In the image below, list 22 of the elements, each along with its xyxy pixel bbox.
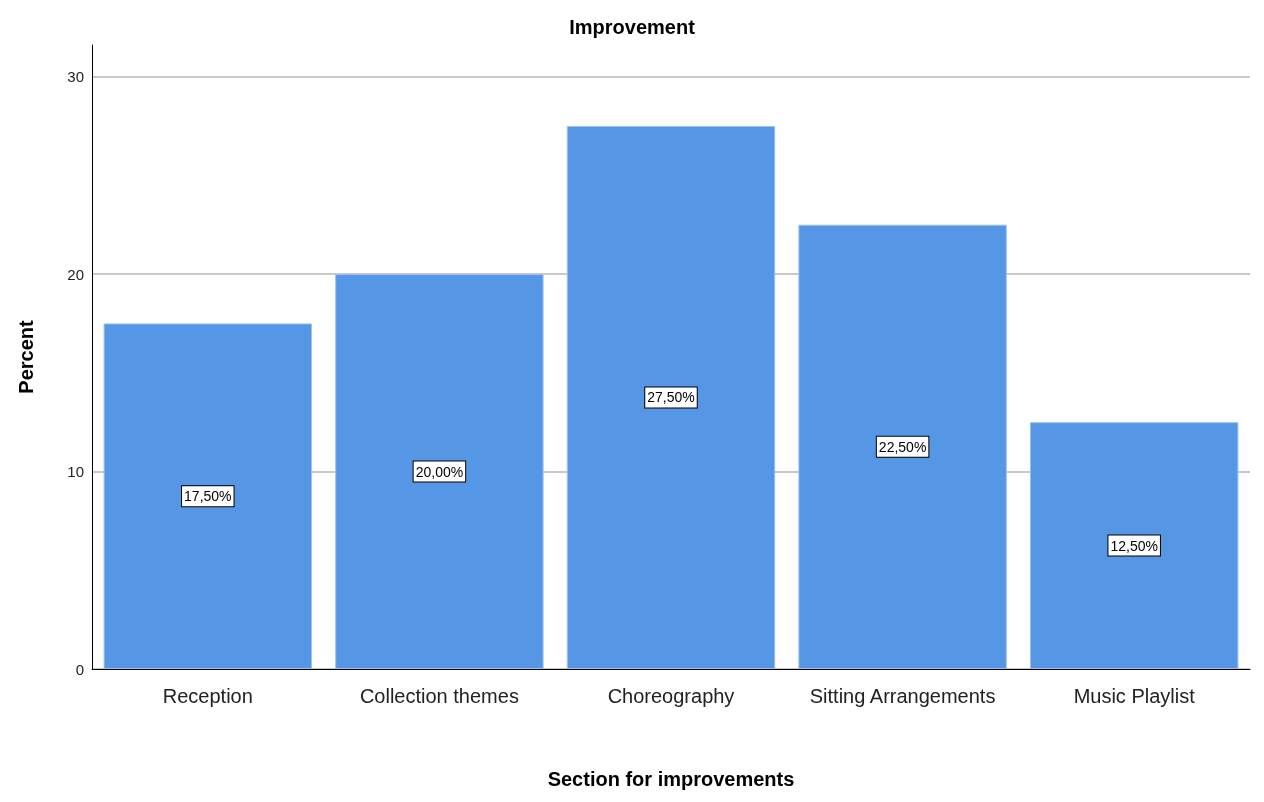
y-tick-label: 10 xyxy=(67,463,84,481)
y-axis-title: Percent xyxy=(15,319,37,394)
y-tick-label: 0 xyxy=(75,660,84,678)
bar xyxy=(335,274,544,669)
data-label: 20,00% xyxy=(415,463,464,480)
data-label: 17,50% xyxy=(184,488,232,505)
chart-title: Improvement xyxy=(569,16,696,38)
bar xyxy=(566,125,776,669)
x-tick-label: Collection themes xyxy=(359,685,519,707)
x-tick-label: Reception xyxy=(162,685,253,707)
x-tick-label: Sitting Arrangements xyxy=(809,685,996,707)
bar xyxy=(1029,422,1239,669)
data-label: 22,50% xyxy=(878,438,927,455)
bar xyxy=(798,224,1007,669)
x-tick-label: Music Playlist xyxy=(1073,685,1196,707)
data-label: 27,50% xyxy=(647,389,695,406)
y-tick-label: 30 xyxy=(67,68,84,86)
bar xyxy=(103,323,313,669)
x-tick-label: Choreography xyxy=(607,685,735,707)
data-label: 12,50% xyxy=(1110,537,1158,554)
x-axis-title: Section for improvements xyxy=(547,768,795,790)
y-tick-label: 20 xyxy=(67,265,84,283)
